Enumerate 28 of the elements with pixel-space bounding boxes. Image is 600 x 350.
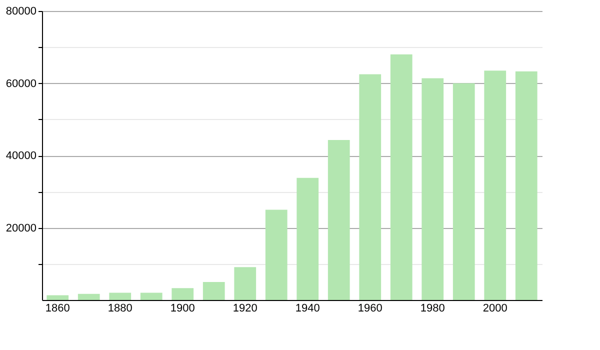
x-tick-label: 1940	[295, 302, 320, 314]
x-tick-label: 1860	[45, 302, 70, 314]
bar	[234, 267, 256, 300]
bar	[296, 178, 319, 300]
bar	[359, 74, 382, 300]
bar	[328, 140, 350, 300]
bar	[172, 288, 194, 300]
bar	[484, 70, 506, 300]
x-tick-label: 1900	[170, 302, 195, 314]
bar	[452, 83, 475, 300]
y-tick-label: 20000	[6, 222, 36, 234]
y-tick-label: 40000	[6, 150, 36, 162]
y-tick-label: 80000	[6, 6, 36, 18]
bar	[202, 282, 225, 300]
x-tick-label: 1880	[108, 302, 132, 314]
bar	[265, 210, 288, 300]
bar	[140, 292, 162, 300]
y-tick-label: 60000	[6, 78, 36, 90]
bar	[390, 54, 412, 300]
x-tick-label: 1920	[232, 302, 258, 314]
bar	[46, 295, 69, 300]
bar	[422, 78, 444, 300]
x-tick-label: 2000	[482, 302, 508, 314]
x-tick-label: 1980	[420, 302, 445, 314]
bar	[78, 294, 100, 300]
bar	[109, 292, 132, 300]
x-tick-label: 1960	[358, 302, 382, 314]
bar	[515, 71, 538, 300]
